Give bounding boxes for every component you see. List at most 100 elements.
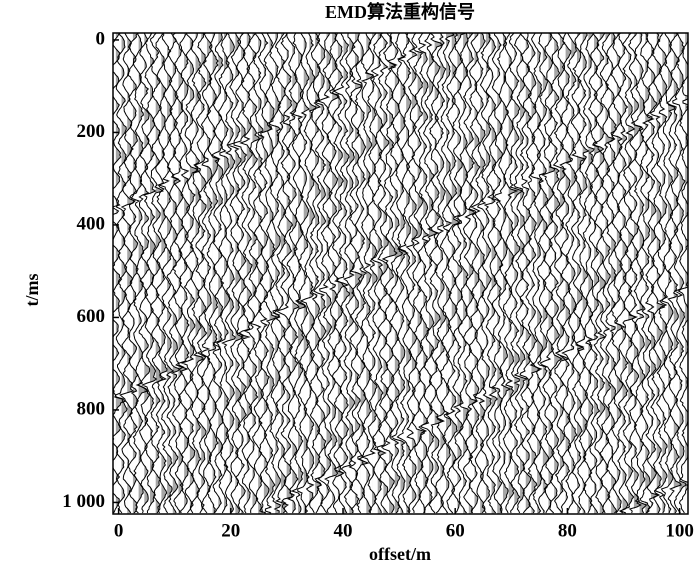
trace xyxy=(340,33,356,514)
y-axis-label: t/ms xyxy=(22,274,42,307)
trace xyxy=(614,33,629,514)
trace-fill xyxy=(337,33,348,514)
y-tick-label: 200 xyxy=(77,121,106,142)
trace-fill xyxy=(212,33,219,514)
trace xyxy=(267,33,282,514)
trace xyxy=(206,33,220,514)
trace xyxy=(587,33,605,514)
trace xyxy=(275,33,294,514)
trace xyxy=(411,33,426,513)
trace-fill xyxy=(440,33,447,514)
x-tick-label: 100 xyxy=(665,520,694,541)
trace xyxy=(639,33,655,514)
x-tick-label: 0 xyxy=(114,520,124,541)
trace xyxy=(610,33,626,514)
trace-fill xyxy=(343,33,350,514)
trace-fill xyxy=(428,33,439,514)
trace-fill xyxy=(463,33,469,514)
trace-fill xyxy=(611,33,617,514)
trace-fill xyxy=(167,33,174,514)
trace-fill xyxy=(537,33,544,514)
trace xyxy=(630,33,648,514)
trace-fill xyxy=(571,33,577,514)
trace-fill xyxy=(201,33,207,514)
trace-fill xyxy=(144,33,150,514)
trace-fill xyxy=(468,33,478,514)
trace-fill xyxy=(497,33,503,514)
trace-fill xyxy=(332,33,340,514)
trace xyxy=(605,33,618,514)
trace-fill xyxy=(559,33,569,514)
trace-fill xyxy=(178,33,188,514)
trace-fill xyxy=(389,33,397,514)
trace xyxy=(665,33,682,514)
trace-fill xyxy=(582,33,589,514)
trace-fill xyxy=(514,33,523,514)
trace-fill xyxy=(218,33,224,514)
chart-title: EMD算法重构信号 xyxy=(325,1,475,22)
trace-fill xyxy=(394,33,403,514)
trace xyxy=(225,33,245,514)
trace xyxy=(561,33,578,514)
trace-fill xyxy=(622,33,629,514)
trace xyxy=(502,33,519,514)
trace-fill xyxy=(286,33,293,514)
trace xyxy=(257,33,273,514)
trace xyxy=(243,33,261,514)
trace xyxy=(233,33,251,514)
trace xyxy=(513,33,529,514)
trace xyxy=(548,33,563,514)
trace xyxy=(677,36,688,514)
trace-fill xyxy=(309,33,316,514)
trace xyxy=(420,33,440,514)
trace-fill xyxy=(508,33,517,514)
trace-fill xyxy=(417,33,425,514)
trace xyxy=(582,33,595,514)
trace xyxy=(470,33,487,514)
trace xyxy=(468,33,481,514)
trace xyxy=(150,33,164,514)
trace-fill xyxy=(246,33,253,514)
trace xyxy=(171,33,189,514)
trace xyxy=(655,33,668,514)
trace xyxy=(296,33,310,514)
trace xyxy=(649,33,666,514)
trace xyxy=(140,33,158,514)
x-tick-label: 60 xyxy=(446,520,465,541)
trace xyxy=(216,33,231,514)
trace xyxy=(386,33,404,514)
trace-fill xyxy=(531,33,542,514)
trace-fill xyxy=(115,33,126,514)
trace-fill xyxy=(155,33,163,514)
trace xyxy=(390,33,409,514)
trace xyxy=(329,33,350,514)
trace xyxy=(462,33,479,514)
trace-fill xyxy=(576,33,586,514)
trace-fill xyxy=(599,33,606,514)
trace xyxy=(289,33,306,514)
trace xyxy=(316,33,333,514)
trace-fill xyxy=(383,33,389,514)
trace-fill xyxy=(292,33,299,514)
trace xyxy=(113,33,127,514)
trace xyxy=(508,33,524,514)
trace xyxy=(348,33,363,514)
trace-fill xyxy=(235,33,243,514)
trace xyxy=(627,33,644,514)
trace xyxy=(114,33,128,514)
x-tick-label: 40 xyxy=(334,520,353,541)
trace xyxy=(333,33,350,514)
trace xyxy=(451,33,466,514)
trace xyxy=(457,33,470,514)
trace-fill xyxy=(685,33,688,514)
trace xyxy=(477,33,492,514)
trace xyxy=(137,33,151,514)
trace xyxy=(519,33,533,514)
trace-fill xyxy=(127,33,135,514)
trace xyxy=(493,33,512,514)
y-tick-label: 800 xyxy=(77,398,106,419)
trace xyxy=(396,33,413,514)
trace xyxy=(354,33,370,514)
trace-fill xyxy=(275,33,281,514)
